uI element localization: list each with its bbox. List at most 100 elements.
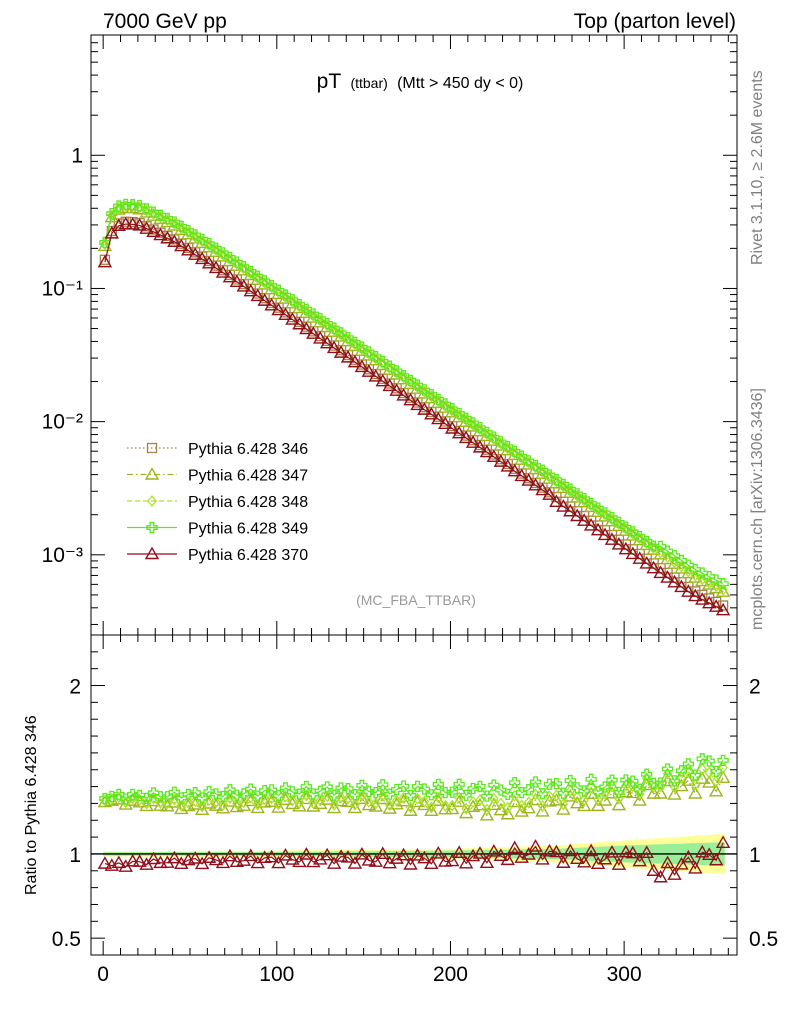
- ratio-point-s370: [521, 847, 536, 860]
- ratio-point-s348: [364, 795, 374, 808]
- data-point-s370: [389, 383, 404, 396]
- data-point-s370: [625, 546, 641, 560]
- ratio-point-s370: [535, 852, 550, 865]
- ratio-point-s349: [627, 775, 639, 787]
- ratio-point-s349: [578, 785, 590, 797]
- legend-entry-s347: Pythia 6.428 347: [127, 467, 308, 485]
- ratio-point-s348: [579, 793, 590, 806]
- legend: Pythia 6.428 346 Pythia 6.428 347 Pythia 6…: [127, 441, 308, 564]
- ratio-point-s348: [683, 766, 694, 779]
- ratio-point-s348: [204, 794, 214, 807]
- ratio-point-s370: [292, 854, 307, 868]
- legend-label: Pythia 6.428 348: [188, 494, 308, 511]
- ratio-point-s349: [460, 789, 472, 801]
- ratio-point-s349: [252, 790, 264, 802]
- ratio-point-s370: [215, 855, 231, 869]
- mcplots-reference-text: mcplots.cern.ch [arXiv:1306.3436]: [749, 388, 766, 630]
- plot-title-small: (ttbar): [350, 75, 387, 91]
- data-point-s348: [176, 222, 187, 235]
- ratio-point-s370: [458, 855, 474, 869]
- ratio-point-s348: [447, 799, 458, 812]
- ratio-point-s348: [162, 797, 173, 810]
- ratio-point-s370: [368, 854, 384, 867]
- main-ytick-label: 10⁻²: [42, 411, 83, 434]
- ratio-point-s370: [479, 855, 495, 869]
- data-point-s348: [245, 267, 256, 280]
- data-point-s370: [528, 477, 543, 491]
- data-point-s348: [690, 569, 701, 582]
- data-point-s348: [655, 546, 666, 559]
- ratio-point-s349: [314, 785, 326, 797]
- ratio-point-s349: [363, 785, 375, 798]
- ratio-point-s348: [301, 789, 312, 802]
- ratio-panel: 0.5 0.5 1 1 2 2 0 100 200 300 Ratio to Pythia 6.4…: [23, 634, 778, 986]
- ratio-point-s348: [384, 799, 395, 812]
- data-point-s370: [507, 463, 522, 477]
- ratio-point-s348: [593, 793, 603, 806]
- ratio-point-s347: [611, 797, 627, 811]
- ratio-point-s349: [140, 792, 153, 805]
- series-s370: [97, 216, 731, 616]
- ratio-point-s349: [321, 781, 333, 793]
- data-point-s348: [627, 527, 638, 540]
- data-point-s370: [194, 251, 210, 265]
- ratio-point-s370: [167, 850, 182, 864]
- data-point-s370: [354, 359, 370, 373]
- data-point-s348: [426, 390, 437, 403]
- data-point-s370: [243, 283, 258, 297]
- data-point-s348: [398, 371, 409, 384]
- ratio-point-s349: [446, 786, 458, 798]
- data-point-s370: [472, 439, 488, 453]
- data-point-s348: [593, 503, 603, 516]
- data-point-s348: [183, 226, 194, 239]
- data-point-s370: [153, 227, 168, 241]
- ratio-point-s370: [153, 855, 168, 869]
- ratio-point-s347: [389, 796, 404, 810]
- data-point-s370: [688, 588, 703, 602]
- data-point-s370: [715, 602, 731, 616]
- legend-marker: [144, 467, 160, 480]
- ratio-point-s348: [350, 798, 360, 811]
- data-point-s348: [148, 207, 159, 220]
- ratio-point-s347: [326, 800, 342, 814]
- data-point-s348: [495, 437, 506, 450]
- ratio-point-s370: [222, 848, 238, 862]
- data-point-s370: [417, 402, 432, 415]
- ratio-point-s347: [500, 806, 515, 820]
- data-point-s370: [604, 532, 620, 545]
- ratio-point-s347: [639, 777, 654, 791]
- data-point-s348: [516, 451, 527, 464]
- ratio-point-s349: [641, 768, 653, 780]
- ratio-point-s349: [120, 793, 132, 805]
- ratio-point-s370: [264, 849, 279, 863]
- data-point-s348: [357, 342, 367, 355]
- data-point-s370: [653, 565, 668, 579]
- ratio-point-s370: [715, 835, 731, 848]
- legend-entry-s370: Pythia 6.428 370: [127, 546, 308, 564]
- ratio-ytick-label: 1: [69, 844, 81, 867]
- data-point-s348: [232, 257, 242, 270]
- ratio-point-s347: [507, 794, 522, 808]
- data-point-s370: [590, 522, 606, 536]
- data-point-s348: [252, 271, 263, 284]
- ratio-point-s347: [403, 803, 418, 816]
- ratio-panel-frame: [90, 634, 738, 956]
- ratio-ytick-label-right: 0.5: [749, 928, 778, 951]
- ratio-point-s349: [203, 786, 215, 798]
- ratio-point-s347: [653, 786, 668, 799]
- ratio-point-s370: [556, 855, 571, 868]
- data-point-s370: [181, 242, 196, 256]
- ratio-point-s370: [403, 857, 418, 870]
- ratio-point-s370: [632, 853, 647, 867]
- data-point-s348: [308, 309, 319, 322]
- ratio-point-s349: [606, 774, 618, 786]
- data-point-s370: [431, 411, 446, 425]
- ratio-point-s370: [333, 849, 349, 862]
- legend-label: Pythia 6.428 349: [188, 521, 308, 538]
- legend-marker: [146, 442, 158, 454]
- ratio-point-s349: [599, 781, 611, 793]
- xtick-label: 100: [259, 963, 294, 986]
- data-point-s370: [174, 238, 189, 252]
- ratio-point-s370: [444, 853, 460, 867]
